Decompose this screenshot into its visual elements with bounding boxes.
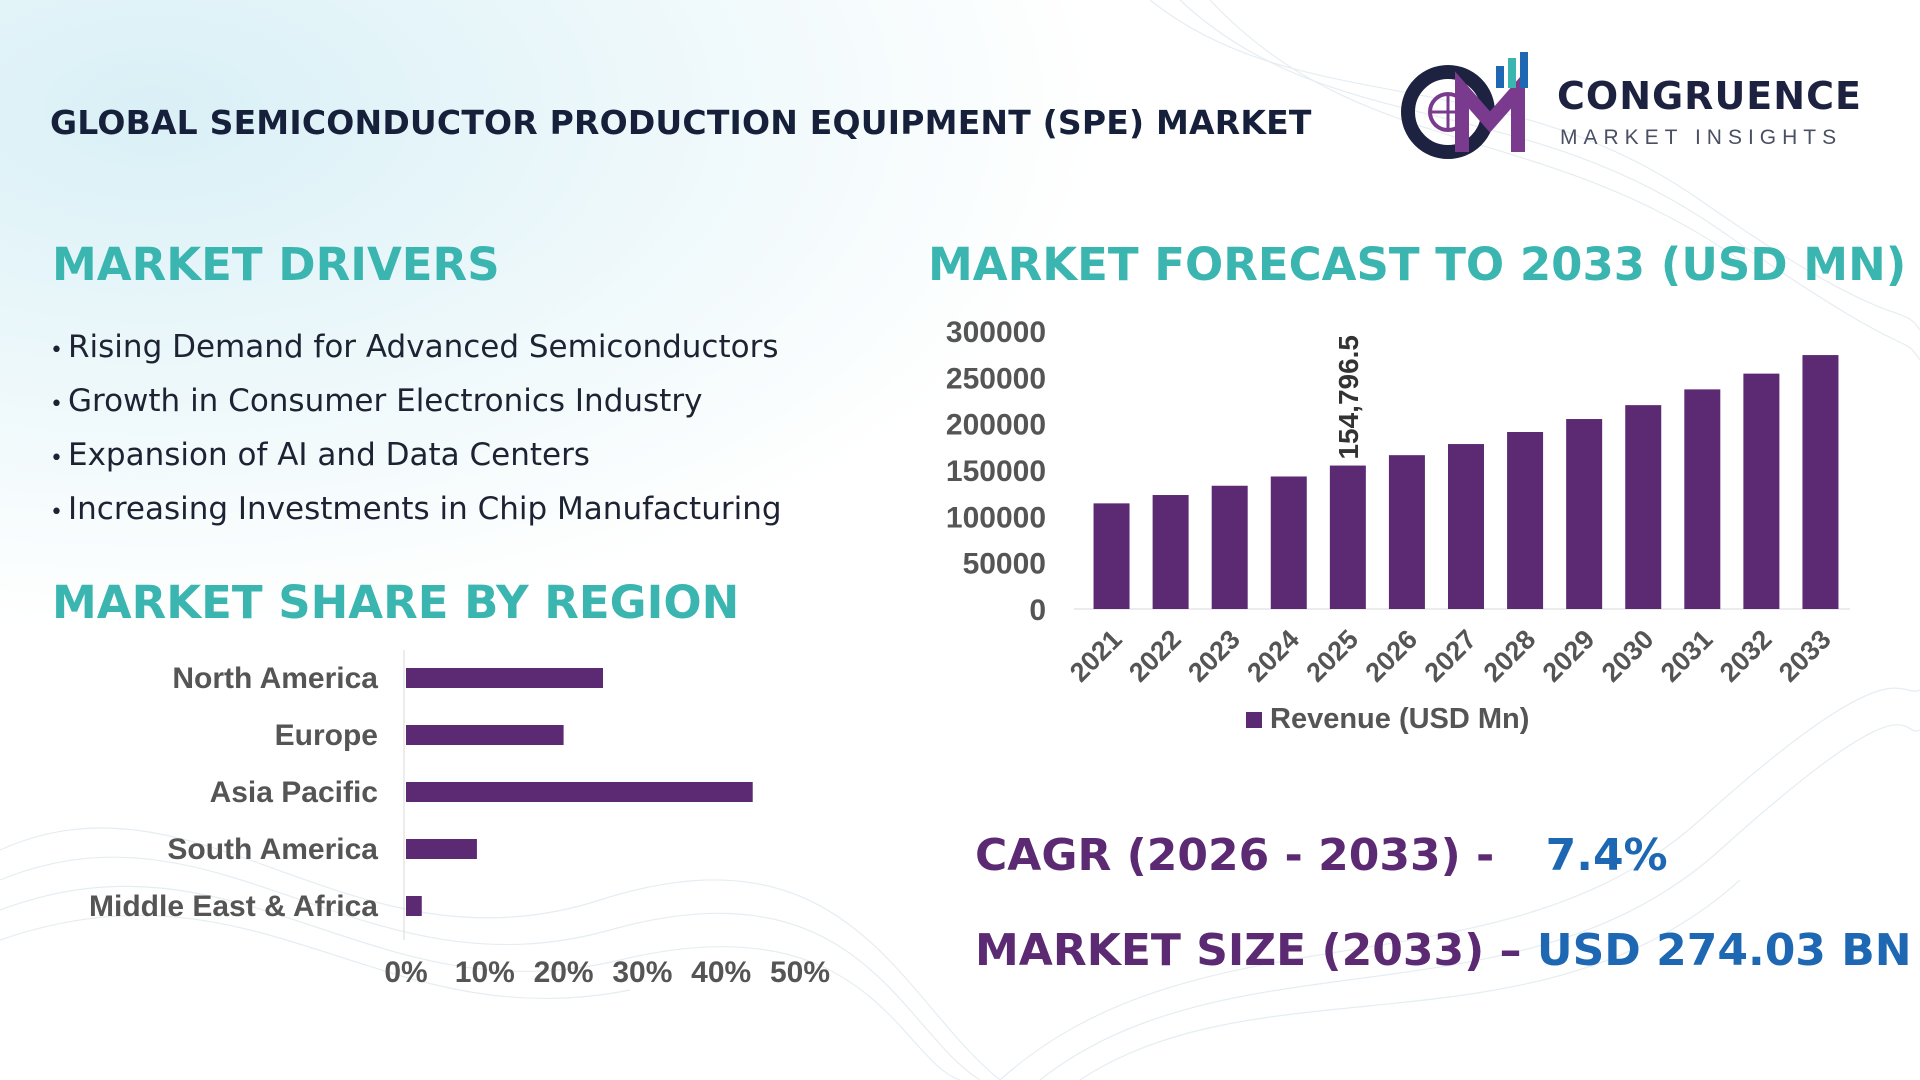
forecast-bar [1211, 485, 1248, 609]
region-bar [406, 725, 564, 745]
forecast-y-tick: 50000 [963, 548, 1046, 581]
bullet-icon: • [50, 338, 63, 363]
bullet-icon: • [50, 500, 63, 525]
forecast-y-tick: 0 [1029, 594, 1046, 627]
forecast-x-tick: 2033 [1773, 624, 1837, 688]
region-label: Asia Pacific [210, 776, 378, 809]
forecast-x-tick: 2029 [1537, 624, 1601, 688]
forecast-bar [1152, 495, 1189, 609]
forecast-x-tick: 2021 [1064, 624, 1128, 688]
region-tick-label: 20% [534, 956, 594, 989]
drivers-heading: MARKET DRIVERS [52, 238, 500, 291]
region-share-chart: North America Europe Asia Pacific South Ame… [89, 650, 830, 989]
market-size-label: MARKET SIZE (2033) – [975, 925, 1522, 976]
bullet-icon: • [50, 392, 63, 417]
bullet-icon: • [50, 446, 63, 471]
forecast-bar [1329, 465, 1366, 609]
list-item: • Growth in Consumer Electronics Industry [50, 374, 782, 428]
forecast-bar [1743, 373, 1780, 609]
driver-text: Increasing Investments in Chip Manufactu… [68, 491, 782, 527]
logo-tagline: MARKET INSIGHTS [1560, 126, 1843, 149]
region-tick-label: 40% [691, 956, 751, 989]
forecast-y-tick: 150000 [946, 455, 1046, 488]
forecast-x-tick: 2022 [1123, 624, 1187, 688]
forecast-bar [1093, 503, 1130, 609]
cagr-label: CAGR (2026 - 2033) - [975, 830, 1495, 881]
driver-text: Rising Demand for Advanced Semiconductor… [68, 329, 779, 365]
forecast-x-tick: 2024 [1241, 624, 1305, 688]
region-bar [406, 668, 603, 688]
list-item: • Increasing Investments in Chip Manufact… [50, 482, 782, 536]
region-bar [406, 896, 422, 916]
legend-swatch-icon [1246, 712, 1262, 728]
region-label: North America [172, 662, 378, 695]
forecast-heading: MARKET FORECAST TO 2033 (USD MN) [928, 238, 1907, 291]
region-bar [406, 839, 477, 859]
forecast-y-tick: 300000 [946, 316, 1046, 349]
forecast-bar [1388, 455, 1425, 609]
forecast-x-tick: 2025 [1300, 624, 1364, 688]
region-label: Europe [275, 719, 378, 752]
forecast-x-tick: 2027 [1419, 624, 1483, 688]
region-label: South America [167, 833, 378, 866]
logo-emblem-icon [1401, 52, 1528, 159]
forecast-x-tick: 2023 [1182, 624, 1246, 688]
forecast-bar [1448, 444, 1484, 609]
forecast-y-tick: 200000 [946, 409, 1046, 442]
list-item: • Rising Demand for Advanced Semiconducto… [50, 320, 782, 374]
forecast-x-tick: 2028 [1478, 624, 1542, 688]
company-logo: CONGRUENCE MARKET INSIGHTS [1400, 52, 1870, 162]
cagr-line: CAGR (2026 - 2033) - 7.4% [975, 830, 1668, 881]
region-tick-label: 10% [455, 956, 515, 989]
forecast-x-tick: 2030 [1596, 624, 1660, 688]
forecast-bar [1625, 405, 1662, 609]
forecast-y-tick: 100000 [946, 501, 1046, 534]
region-heading: MARKET SHARE BY REGION [52, 576, 740, 629]
forecast-bar [1566, 419, 1603, 609]
region-bar [406, 782, 753, 802]
drivers-list: • Rising Demand for Advanced Semiconducto… [50, 320, 782, 536]
driver-text: Growth in Consumer Electronics Industry [68, 383, 703, 419]
driver-text: Expansion of AI and Data Centers [68, 437, 590, 473]
forecast-x-tick: 2032 [1714, 624, 1778, 688]
region-tick-label: 30% [612, 956, 672, 989]
forecast-bar [1507, 432, 1544, 609]
forecast-chart: 0 50000 100000 150000 200000 250000 300000 2021… [946, 316, 1850, 735]
cagr-value: 7.4% [1545, 830, 1668, 881]
region-label: Middle East & Africa [89, 890, 378, 923]
forecast-x-tick: 2031 [1655, 624, 1719, 688]
forecast-x-tick: 2026 [1359, 624, 1423, 688]
legend-label: Revenue (USD Mn) [1270, 703, 1529, 735]
forecast-bar [1270, 476, 1307, 609]
logo-name: CONGRUENCE [1557, 74, 1862, 118]
region-tick-label: 50% [770, 956, 830, 989]
page-title: GLOBAL SEMICONDUCTOR PRODUCTION EQUIPMEN… [50, 103, 1312, 142]
forecast-bar [1802, 355, 1839, 609]
market-size-value: USD 274.03 BN [1536, 925, 1912, 976]
list-item: • Expansion of AI and Data Centers [50, 428, 782, 482]
forecast-y-tick: 250000 [946, 362, 1046, 395]
forecast-data-label: 154,796.5 [1333, 335, 1364, 460]
market-size-line: MARKET SIZE (2033) – USD 274.03 BN [975, 925, 1912, 976]
forecast-bar [1684, 389, 1721, 609]
region-tick-label: 0% [384, 956, 427, 989]
